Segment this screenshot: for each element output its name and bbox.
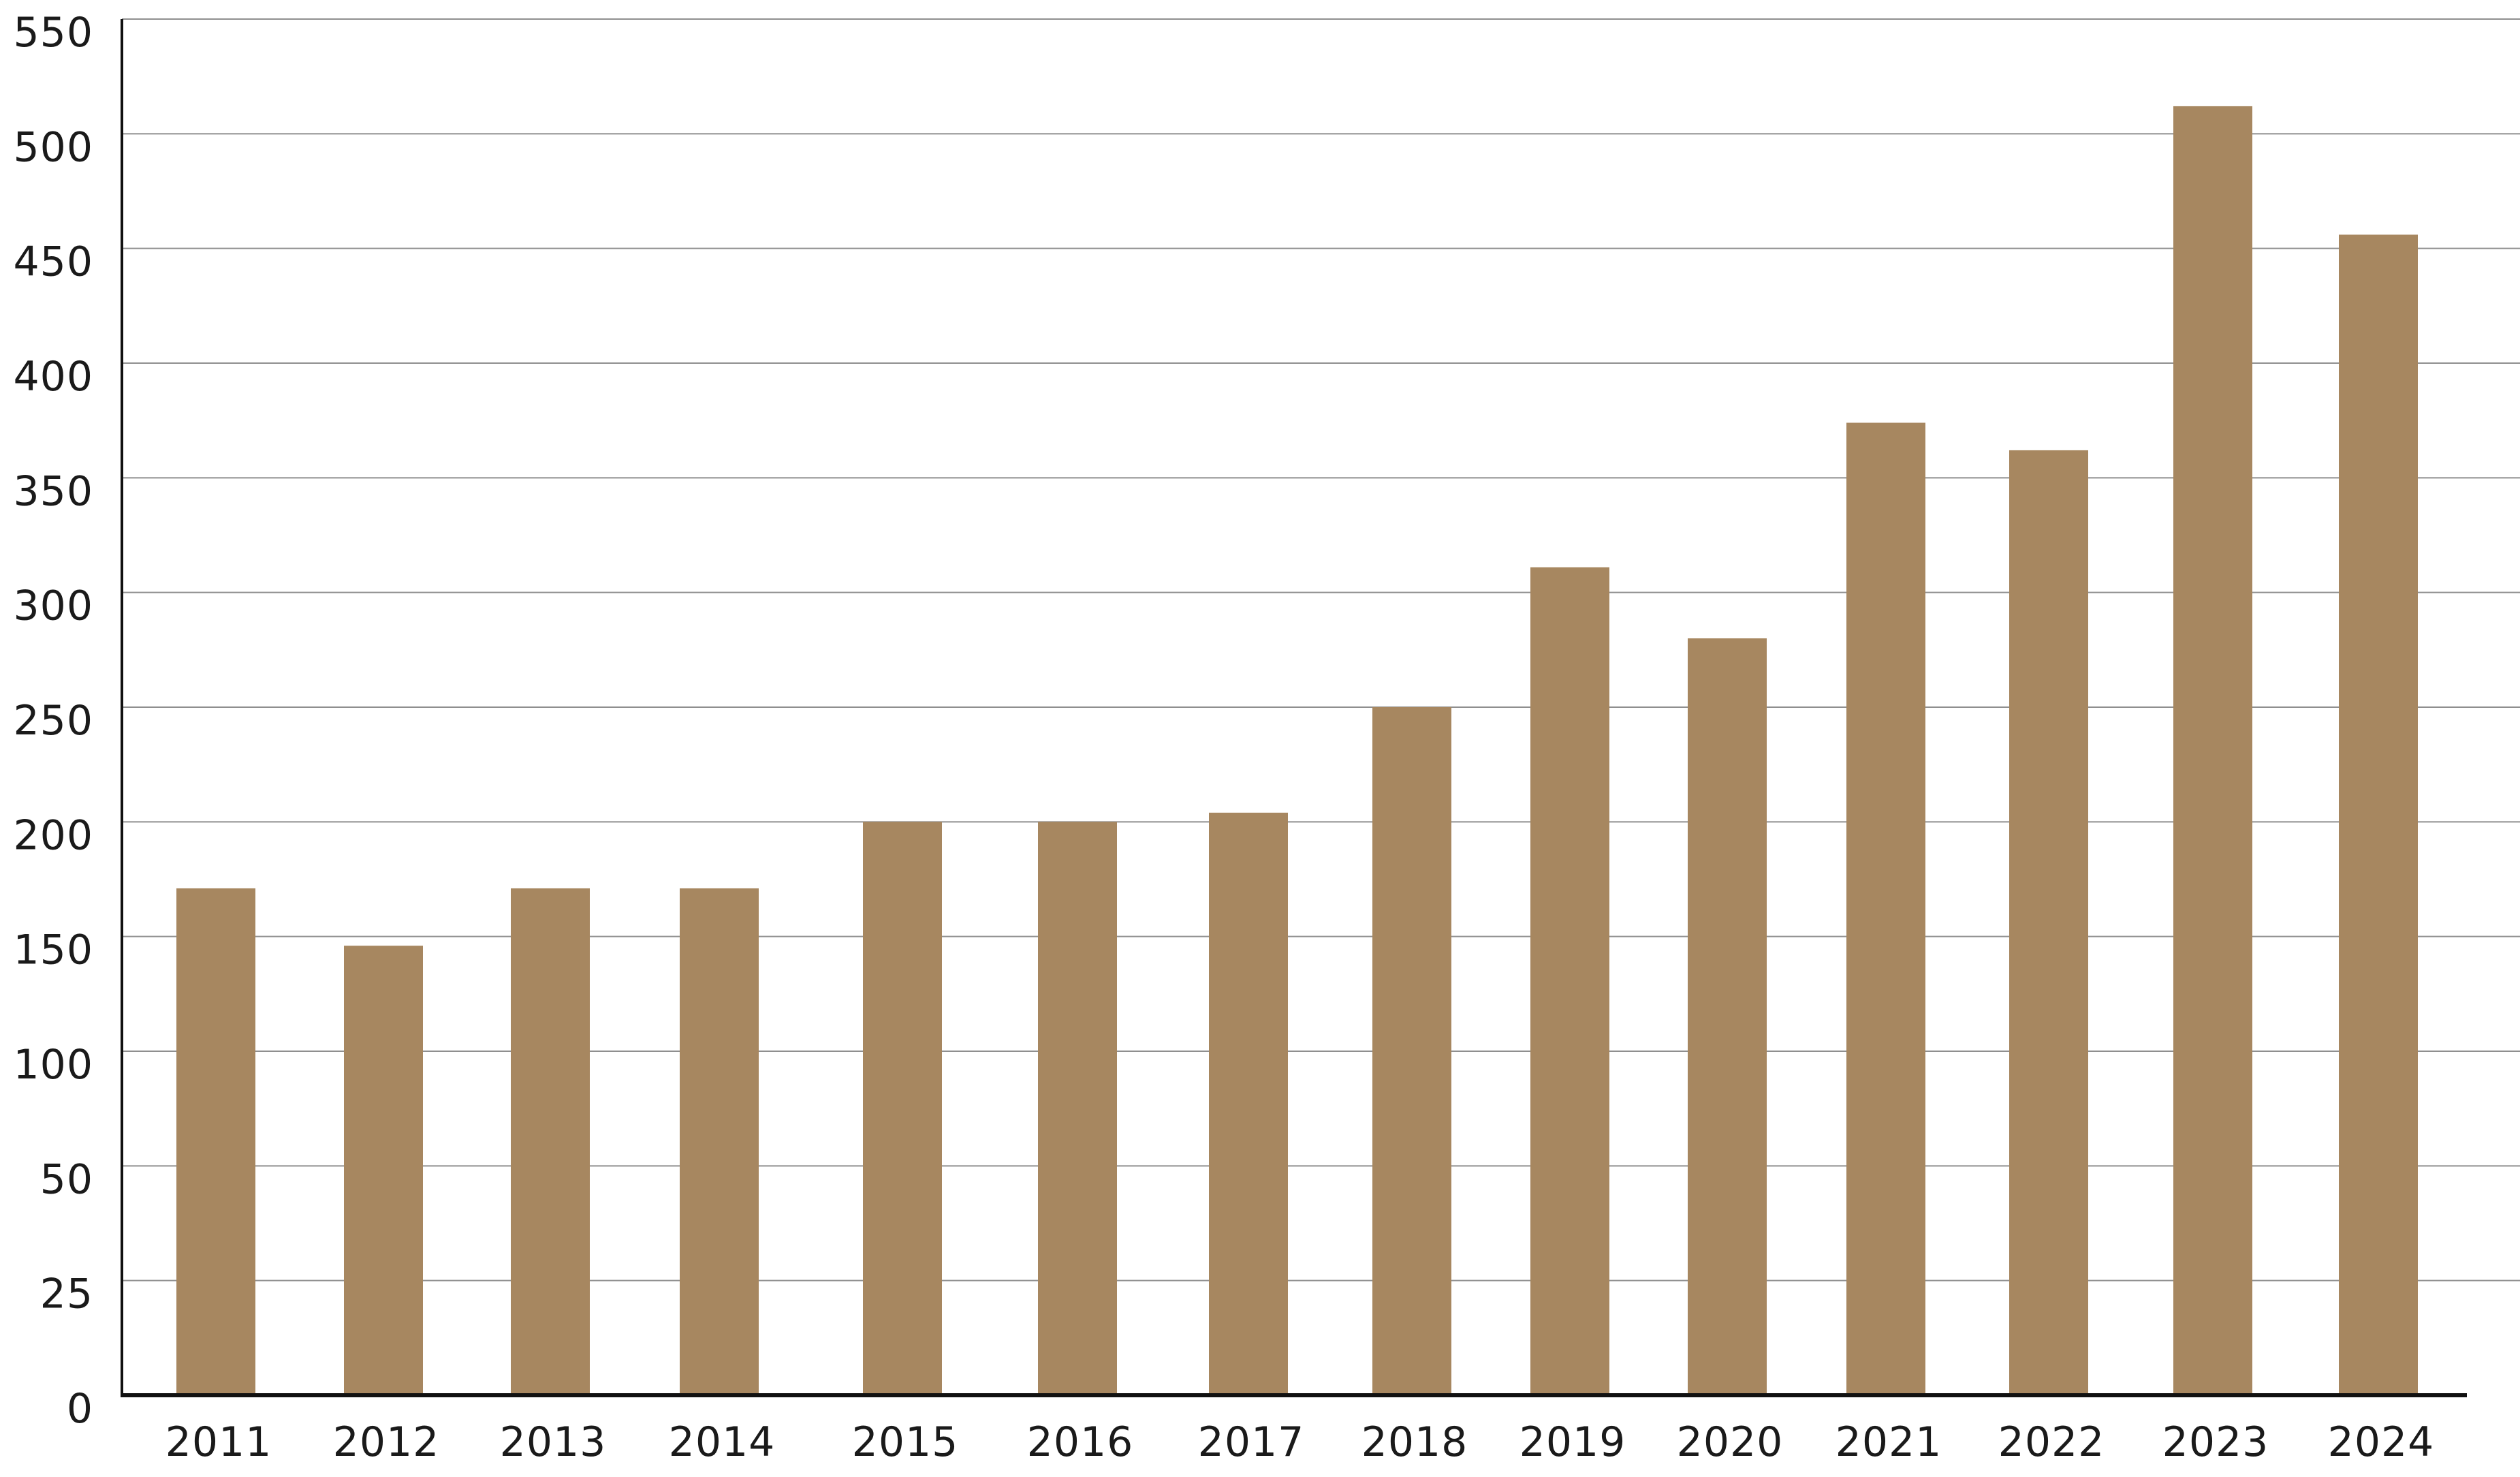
- x-tick-label: 2021: [1836, 1418, 1942, 1466]
- bars: [176, 106, 2418, 1396]
- bar-2024: [2339, 234, 2418, 1395]
- x-tick-label: 2022: [1998, 1418, 2105, 1466]
- x-tick-label: 2024: [2328, 1418, 2435, 1466]
- x-tick-label: 2017: [1198, 1418, 1305, 1466]
- bar-2012: [344, 946, 423, 1395]
- y-tick-label: 50: [40, 1155, 93, 1203]
- x-tick-label: 2019: [1519, 1418, 1626, 1466]
- x-tick-labels: 2011 2012 2013 2014 2015 2016 2017 2018 2019 2020…: [166, 1418, 2435, 1466]
- bar-2023: [2173, 106, 2252, 1395]
- y-tick-label: 100: [13, 1041, 93, 1089]
- x-tick-label: 2016: [1027, 1418, 1134, 1466]
- y-tick-label: 200: [13, 811, 93, 859]
- x-tick-label: 2014: [669, 1418, 776, 1466]
- x-tick-label: 2023: [2162, 1418, 2269, 1466]
- bar-2014: [680, 888, 759, 1395]
- bar-2018: [1372, 707, 1451, 1395]
- bar-2019: [1530, 567, 1609, 1396]
- gridlines: [122, 18, 2520, 1281]
- x-tick-label: 2018: [1361, 1418, 1468, 1466]
- bar-2013: [511, 888, 590, 1395]
- y-tick-label: 300: [13, 582, 93, 630]
- x-tick-label: 2012: [333, 1418, 440, 1466]
- bar-2015: [863, 822, 942, 1395]
- y-tick-label: 550: [13, 9, 93, 57]
- x-tick-label: 2020: [1677, 1418, 1784, 1466]
- x-tick-label: 2015: [852, 1418, 959, 1466]
- y-tick-label: 500: [13, 123, 93, 171]
- y-tick-label: 25: [40, 1271, 93, 1318]
- y-tick-label: 400: [13, 353, 93, 401]
- x-tick-label: 2011: [166, 1418, 272, 1466]
- bar-2021: [1846, 422, 1925, 1395]
- y-tick-label: 150: [13, 927, 93, 974]
- bar-2020: [1688, 638, 1767, 1395]
- y-tick-label: 0: [67, 1385, 93, 1433]
- y-tick-label: 450: [13, 238, 93, 286]
- y-tick-label: 350: [13, 467, 93, 515]
- x-tick-label: 2013: [500, 1418, 607, 1466]
- y-tick-label: 250: [13, 697, 93, 745]
- bar-2016: [1038, 822, 1117, 1395]
- bar-2011: [176, 888, 255, 1395]
- y-tick-labels: 0 25 50 100 150 200 250 300 350 400 450 500 550: [13, 9, 93, 1433]
- bar-2017: [1209, 812, 1288, 1395]
- bar-2022: [2009, 450, 2088, 1395]
